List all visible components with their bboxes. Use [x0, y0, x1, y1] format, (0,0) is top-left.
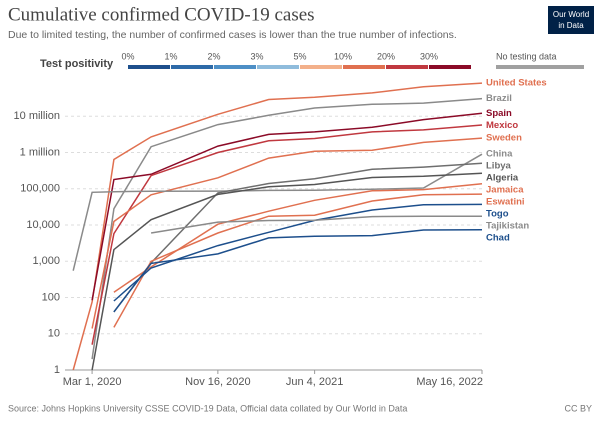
legend-label: 1% [164, 51, 177, 61]
series-line [150, 215, 482, 234]
series-label: Chad [486, 233, 510, 244]
x-tick-label: May 16, 2022 [416, 376, 483, 388]
series-label: Brazil [486, 93, 512, 104]
series-line [113, 203, 483, 302]
legend-label: 2% [207, 51, 220, 61]
series-line [91, 97, 483, 360]
series-label: Eswatini [486, 197, 525, 208]
series-label: Spain [486, 108, 512, 119]
series-label: United States [486, 78, 547, 89]
series-label: Libya [486, 161, 512, 172]
series-line [91, 124, 483, 345]
series-line [91, 137, 483, 329]
legend-swatch [128, 65, 170, 69]
series-label: China [486, 149, 513, 160]
x-tick-label: Mar 1, 2020 [63, 376, 122, 388]
legend-swatch [257, 65, 299, 69]
x-tick-label: Nov 16, 2020 [185, 376, 250, 388]
y-tick-label: 10,000 [26, 219, 60, 231]
series-line [113, 193, 483, 328]
y-tick-label: 1,000 [32, 255, 60, 267]
legend-swatch [343, 65, 385, 69]
series-line [113, 182, 483, 293]
legend-label: 0% [121, 51, 134, 61]
y-tick-label: 10 million [14, 110, 60, 122]
series-line [91, 112, 483, 301]
legend-label: 20% [377, 51, 395, 61]
x-tick-label: Jun 4, 2021 [286, 376, 344, 388]
y-tick-label: 100,000 [20, 183, 60, 195]
logo-box [548, 6, 594, 34]
legend-swatch [171, 65, 213, 69]
legend-swatch [214, 65, 256, 69]
legend-label: 30% [420, 51, 438, 61]
chart-subtitle: Due to limited testing, the number of co… [8, 29, 457, 41]
series-label: Jamaica [486, 185, 524, 196]
series-label: Mexico [486, 120, 518, 131]
series-label: Algeria [486, 173, 519, 184]
y-tick-label: 1 million [20, 146, 60, 158]
y-tick-label: 10 [48, 328, 60, 340]
y-tick-label: 100 [42, 291, 60, 303]
legend-swatch [496, 65, 584, 69]
series-label: Sweden [486, 133, 522, 144]
y-tick-label: 1 [54, 364, 60, 376]
legend-title: Test positivity [40, 58, 114, 70]
source: Source: Johns Hopkins University CSSE CO… [8, 403, 407, 413]
legend-swatch [429, 65, 471, 69]
logo-text: in Data [558, 21, 584, 30]
series-line [113, 228, 483, 313]
series-label: Tajikistan [486, 221, 529, 232]
license: CC BY [564, 403, 592, 413]
legend-label: 5% [293, 51, 306, 61]
series-line [72, 82, 483, 371]
series-label: Togo [486, 209, 509, 220]
legend-label: 10% [334, 51, 352, 61]
chart-title: Cumulative confirmed COVID-19 cases [8, 4, 315, 25]
series-line [91, 172, 483, 371]
series-line [72, 153, 483, 271]
legend-label: No testing data [496, 51, 557, 61]
legend-label: 3% [250, 51, 263, 61]
legend-swatch [300, 65, 342, 69]
logo-text: Our World [553, 10, 589, 19]
legend-swatch [386, 65, 428, 69]
series-line [113, 162, 483, 313]
